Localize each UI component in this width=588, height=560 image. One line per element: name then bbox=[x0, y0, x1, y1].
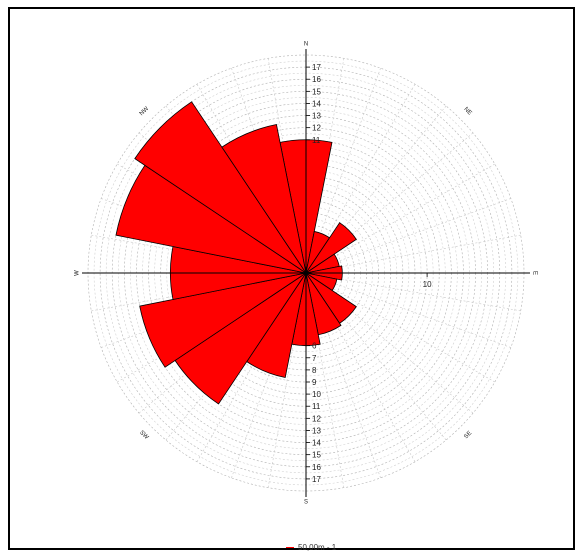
direction-label-se: SE bbox=[463, 430, 473, 440]
radial-tick-label: 16 bbox=[312, 75, 321, 84]
radial-tick-label: 13 bbox=[312, 112, 321, 121]
radial-tick-label: 15 bbox=[312, 451, 321, 460]
radial-tick-label: 17 bbox=[312, 475, 321, 484]
radial-tick-label: 15 bbox=[312, 87, 321, 96]
direction-label-e: E bbox=[531, 271, 537, 275]
grid-spoke bbox=[305, 198, 512, 274]
legend-label: 50,00m - 1 bbox=[298, 543, 337, 552]
radial-tick-label: 8 bbox=[312, 366, 317, 375]
legend-swatch bbox=[286, 547, 294, 548]
radial-tick-label: 10 bbox=[423, 280, 432, 289]
direction-label-sw: SW bbox=[138, 430, 149, 441]
radial-tick-label: 14 bbox=[312, 439, 321, 448]
direction-label-n: N bbox=[304, 42, 308, 48]
legend: 50,00m - 1 bbox=[286, 543, 336, 552]
radial-tick-label: 14 bbox=[312, 99, 321, 108]
radial-tick-label: 12 bbox=[312, 414, 321, 423]
grid-spoke bbox=[305, 272, 512, 348]
wind-rose-chart: 11 12 13 14 15 16 17 6 7 8 9 10 11 12 13 14 15 16 17 10 N NE E… bbox=[75, 42, 538, 506]
radial-tick-label: 16 bbox=[312, 463, 321, 472]
radial-tick-label: 9 bbox=[312, 378, 317, 387]
sector-nnw bbox=[221, 124, 307, 274]
chart-frame: 11 12 13 14 15 16 17 6 7 8 9 10 11 12 13 14 15 16 17 10 N NE E… bbox=[8, 7, 575, 552]
direction-label-ne: NE bbox=[462, 106, 472, 116]
direction-label-w: W bbox=[75, 270, 81, 276]
direction-label-s: S bbox=[304, 500, 308, 506]
sector-wsw bbox=[139, 272, 307, 368]
direction-label-nw: NW bbox=[139, 106, 151, 118]
radial-tick-label: 10 bbox=[312, 390, 321, 399]
grid-spoke bbox=[305, 272, 495, 383]
sector-ne bbox=[305, 222, 357, 274]
sector-nw bbox=[134, 101, 307, 274]
radial-tick-label: 11 bbox=[312, 402, 321, 411]
radial-tick-label: 6 bbox=[312, 342, 317, 351]
radial-tick-label: 17 bbox=[312, 63, 321, 72]
radial-tick-label: 7 bbox=[312, 354, 317, 363]
radial-tick-label: 11 bbox=[312, 136, 321, 145]
radial-tick-label: 13 bbox=[312, 426, 321, 435]
grid-spoke bbox=[305, 163, 495, 274]
radial-tick-label: 12 bbox=[312, 124, 321, 133]
